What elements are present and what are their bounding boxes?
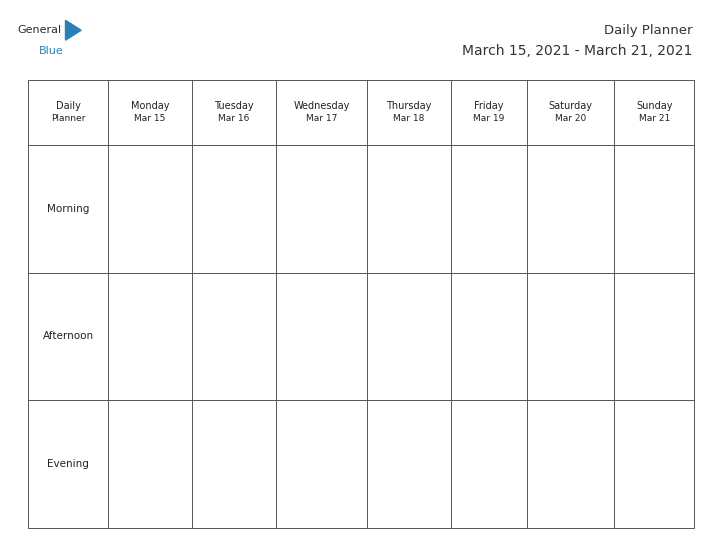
Text: Saturday: Saturday (549, 101, 592, 111)
Text: Monday: Monday (131, 101, 169, 111)
Text: Mar 15: Mar 15 (135, 114, 166, 123)
Text: Mar 20: Mar 20 (555, 114, 586, 123)
Text: Afternoon: Afternoon (43, 332, 94, 342)
Bar (28, 80, 694, 528)
Text: Daily Planner: Daily Planner (604, 24, 692, 37)
Text: Evening: Evening (48, 459, 89, 469)
Text: Blue: Blue (39, 46, 63, 56)
Text: Mar 19: Mar 19 (473, 114, 505, 123)
Text: Planner: Planner (51, 114, 85, 123)
Text: Tuesday: Tuesday (214, 101, 253, 111)
Text: March 15, 2021 - March 21, 2021: March 15, 2021 - March 21, 2021 (461, 43, 692, 58)
Polygon shape (66, 20, 81, 40)
Text: General: General (17, 25, 61, 35)
Text: Morning: Morning (47, 204, 90, 214)
Text: Friday: Friday (474, 101, 503, 111)
Text: Daily: Daily (56, 101, 80, 111)
Text: Sunday: Sunday (636, 101, 673, 111)
Text: Wednesday: Wednesday (293, 101, 350, 111)
Text: Mar 17: Mar 17 (305, 114, 337, 123)
Text: Mar 21: Mar 21 (639, 114, 670, 123)
Text: Mar 18: Mar 18 (394, 114, 425, 123)
Text: Mar 16: Mar 16 (218, 114, 249, 123)
Text: Thursday: Thursday (387, 101, 432, 111)
